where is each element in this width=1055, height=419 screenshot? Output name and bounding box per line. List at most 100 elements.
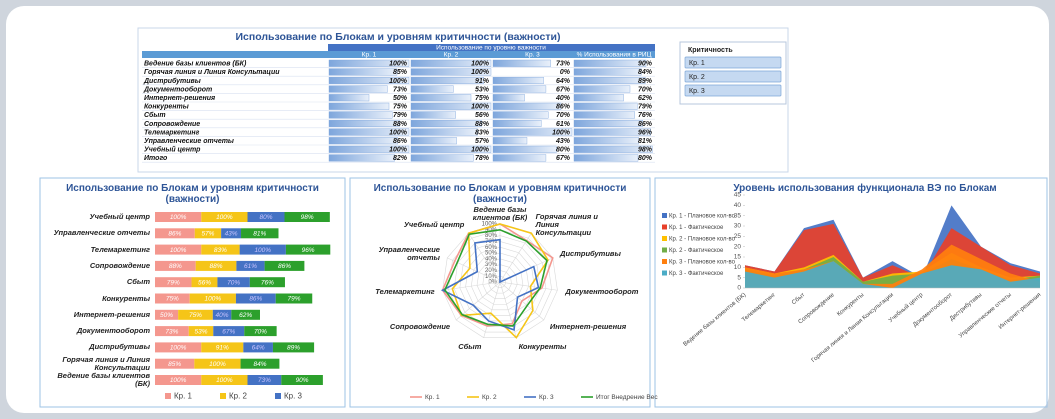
data-label: 100%	[205, 296, 222, 303]
table-row-label: Интернет-решения	[144, 95, 215, 102]
table-data-bar	[493, 120, 541, 127]
y-tick-label: 0	[737, 285, 741, 292]
table-cell: 88%	[475, 121, 490, 128]
table-row-label: Учебный центр	[144, 146, 201, 154]
chart-title: Уровень использования функционала ВЭ по …	[690, 183, 1040, 194]
data-label: 57%	[201, 231, 214, 238]
slicer-item-label[interactable]: Кр. 1	[689, 60, 705, 67]
table-data-bar	[411, 129, 477, 136]
table-data-bar	[493, 77, 544, 84]
data-label: 85%	[168, 361, 181, 368]
data-label: 100%	[170, 247, 187, 254]
table-cell: 73%	[556, 61, 571, 68]
table-cell: 80%	[556, 147, 571, 154]
category-label: Сопровождение	[370, 323, 450, 331]
table-data-bar	[574, 86, 630, 93]
table-row-label: Телемаркетинг	[144, 129, 200, 136]
chart-title: Использование по Блокам и уровням критич…	[360, 183, 640, 205]
legend-label: Кр. 1	[425, 394, 440, 401]
table-data-bar	[329, 120, 399, 127]
table-cell: 81%	[638, 138, 653, 145]
chart-title: Использование по Блокам и уровням критич…	[50, 183, 335, 205]
legend-swatch	[662, 271, 667, 276]
data-label: 98%	[301, 214, 314, 221]
table-cell: 80%	[638, 155, 653, 162]
table-cell: 40%	[555, 95, 571, 102]
slicer-item-label[interactable]: Кр. 2	[689, 74, 705, 81]
table-cell: 84%	[638, 69, 653, 76]
table-data-bar	[493, 103, 561, 110]
legend-swatch	[165, 393, 171, 399]
category-label: Интернет-решения	[550, 323, 630, 331]
legend-swatch	[662, 248, 667, 253]
legend-label: Кр. 3	[284, 392, 303, 401]
y-tick-label: Интернет-решения	[45, 311, 150, 319]
data-label: 90%	[296, 377, 309, 384]
table-cell: 100%	[552, 129, 571, 136]
data-label: 100%	[216, 214, 233, 221]
table-row-label: Итого	[144, 155, 168, 162]
table-cell: 86%	[393, 138, 408, 145]
category-label: Горячая линия и Линия Консультации	[536, 213, 616, 237]
table-cell: 79%	[393, 112, 408, 119]
table-cell: 70%	[638, 86, 653, 93]
dashboard: Использование по Блокам и уровням критич…	[0, 0, 1055, 419]
data-label: 88%	[210, 263, 223, 270]
category-label: Ведение базы клиентов (БК)	[460, 206, 540, 222]
legend-label: Кр. 2 - Фактическое	[669, 248, 724, 254]
table-cell: 91%	[475, 78, 490, 85]
table-cell: 85%	[393, 69, 408, 76]
data-label: 83%	[214, 247, 227, 254]
data-label: 73%	[258, 377, 271, 384]
data-label: 81%	[253, 231, 266, 238]
table-data-bar	[574, 155, 638, 162]
category-label: Документооборот	[565, 288, 645, 296]
table-data-bar	[493, 94, 525, 101]
table-data-bar	[493, 155, 546, 162]
table-cell: 57%	[475, 138, 490, 145]
table-data-bar	[329, 94, 369, 101]
table-cell: 43%	[555, 138, 571, 145]
y-tick-label: Дистрибутивы	[45, 343, 150, 351]
legend-swatch	[220, 393, 226, 399]
table-data-bar	[329, 155, 395, 162]
r-tick-label: 60%	[485, 245, 498, 251]
legend-label: Кр. 1 - Фактическое	[669, 225, 724, 231]
data-label: 86%	[249, 296, 262, 303]
data-label: 43%	[225, 231, 238, 238]
data-label: 70%	[254, 328, 267, 335]
table-row-label: Горячая линия и Линия Консультации	[144, 69, 280, 76]
table-data-bar	[574, 69, 641, 76]
data-label: 100%	[209, 361, 226, 368]
y-tick-label: Конкуренты	[45, 295, 150, 303]
table-cell: 89%	[638, 78, 653, 85]
r-tick-label: 50%	[485, 251, 498, 257]
legend-label: Итог Внедрение Вес	[596, 394, 658, 401]
table-data-bar	[411, 94, 471, 101]
y-tick-label: 20	[734, 243, 742, 250]
table-cell: 73%	[393, 86, 408, 93]
table-cell: 50%	[393, 95, 408, 102]
data-label: 86%	[168, 231, 181, 238]
x-tick-label: Сбыт	[791, 292, 806, 306]
table-cell: 79%	[638, 104, 653, 111]
table-row-label: Сопровождение	[144, 120, 200, 128]
data-label: 53%	[195, 328, 208, 335]
data-label: 100%	[170, 377, 187, 384]
table-cell: 75%	[475, 95, 490, 102]
table-cell: 0%	[560, 69, 571, 76]
table-row-label: Управленческие отчеты	[144, 138, 234, 145]
legend-swatch	[662, 225, 667, 230]
table-cell: 96%	[638, 129, 653, 136]
category-label: Сбыт	[401, 343, 481, 351]
data-label: 86%	[278, 263, 291, 270]
category-label: Учебный центр	[384, 221, 464, 229]
data-label: 50%	[160, 312, 173, 319]
table-cell: 100%	[471, 104, 490, 111]
legend-label: Кр. 2 - Плановое кол-во	[669, 237, 736, 243]
table-data-bar	[493, 146, 556, 153]
slicer-item-label[interactable]: Кр. 3	[689, 88, 705, 95]
data-label: 61%	[244, 263, 257, 270]
data-label: 70%	[227, 279, 240, 286]
legend-swatch	[662, 236, 667, 241]
